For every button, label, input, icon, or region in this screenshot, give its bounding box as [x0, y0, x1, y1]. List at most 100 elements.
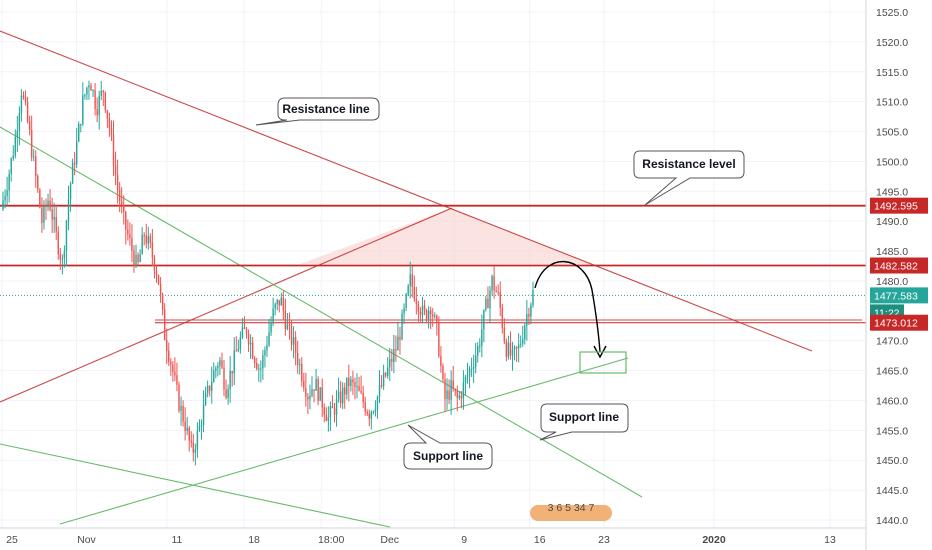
triangle-shading	[300, 208, 592, 264]
candle	[358, 376, 360, 392]
x-tick-label: 9	[461, 534, 467, 546]
candle	[229, 355, 231, 403]
candle	[78, 121, 80, 143]
x-tick-label: 25	[6, 534, 18, 546]
price-axis[interactable]: 1525.0 1520.0 1515.0 1510.0 1505.0 1500.0 1495…	[876, 7, 908, 527]
callout-resistance-line-label: Resistance line	[282, 102, 370, 116]
forecast-arrow	[534, 260, 607, 359]
candle	[172, 361, 174, 382]
candle	[256, 357, 258, 371]
candle	[370, 410, 373, 430]
candle	[112, 120, 115, 176]
rising-support-line	[59, 357, 629, 525]
candle	[462, 370, 465, 410]
callout-resistance-line: Resistance line	[255, 97, 380, 126]
candle	[278, 299, 280, 313]
candle	[161, 292, 164, 316]
callout-support-line-1-label: Support line	[413, 449, 483, 463]
candle	[350, 376, 352, 392]
candle	[213, 362, 215, 383]
candle	[374, 400, 377, 417]
candle	[2, 191, 4, 212]
candle	[82, 82, 84, 127]
candle	[61, 254, 64, 275]
candle	[253, 355, 256, 369]
candle	[472, 354, 475, 383]
candle	[389, 348, 391, 381]
candle	[260, 360, 262, 383]
candle	[65, 219, 68, 267]
callout-resistance-level-label: Resistance level	[642, 157, 735, 171]
candle	[139, 249, 141, 263]
x-tick-label: 18:00	[318, 534, 344, 546]
x-tick-label: 13	[824, 534, 836, 546]
candle	[526, 300, 528, 341]
candle	[178, 381, 180, 413]
candle	[327, 406, 330, 432]
candle	[382, 364, 385, 390]
candle	[483, 309, 485, 343]
candle	[468, 365, 471, 389]
candle	[425, 308, 428, 323]
candle	[384, 371, 387, 378]
candle	[4, 189, 6, 209]
candle	[143, 232, 145, 246]
candle	[110, 120, 113, 142]
event-markers[interactable]: 3 6 5 34 7	[530, 502, 612, 521]
candle	[262, 349, 264, 380]
candle	[460, 390, 463, 409]
candle	[233, 337, 235, 386]
candle	[401, 309, 403, 341]
time-axis[interactable]: 23 2020 13 25 Nov 11 18 18:00 Dec 9 16	[6, 534, 836, 546]
candle	[129, 222, 131, 246]
y-tick-label: 1445.0	[876, 485, 908, 497]
candle	[423, 300, 426, 316]
price-tag-bg	[870, 287, 928, 304]
trendlines	[0, 30, 862, 528]
candle	[208, 385, 211, 397]
candle	[503, 318, 506, 344]
candle	[184, 407, 186, 441]
candle	[243, 316, 246, 330]
candle	[403, 303, 405, 324]
candle	[94, 82, 96, 116]
candle	[329, 401, 332, 431]
candle	[446, 378, 448, 410]
candle	[411, 266, 413, 298]
candle	[211, 366, 213, 404]
candle	[194, 443, 197, 466]
candle	[517, 333, 520, 363]
candle	[202, 390, 205, 433]
candle	[258, 363, 260, 382]
x-tick-label: 16	[534, 534, 546, 546]
candle	[131, 224, 133, 263]
candle	[284, 298, 287, 336]
lower-support-line	[0, 443, 391, 528]
candle	[276, 298, 278, 311]
candle	[120, 187, 123, 214]
candle	[32, 149, 35, 162]
y-tick-label: 1440.0	[876, 515, 908, 527]
candle	[442, 363, 444, 383]
candle	[8, 169, 10, 203]
x-tick-label: 23	[598, 534, 610, 546]
candle	[217, 362, 219, 377]
candle	[174, 357, 176, 382]
candle	[176, 362, 178, 392]
candle	[481, 314, 483, 358]
candle	[376, 395, 379, 419]
x-tick-label: 2020	[702, 534, 726, 546]
candle	[524, 322, 526, 345]
candle	[219, 356, 221, 375]
candle	[366, 409, 368, 417]
candle	[53, 202, 55, 233]
candle	[415, 286, 418, 315]
candle	[231, 370, 233, 387]
candle	[235, 336, 238, 352]
y-tick-label: 1525.0	[876, 7, 908, 19]
candle	[485, 295, 487, 312]
candle	[331, 395, 334, 409]
price-tag-bg	[870, 257, 928, 274]
candle	[141, 227, 143, 255]
